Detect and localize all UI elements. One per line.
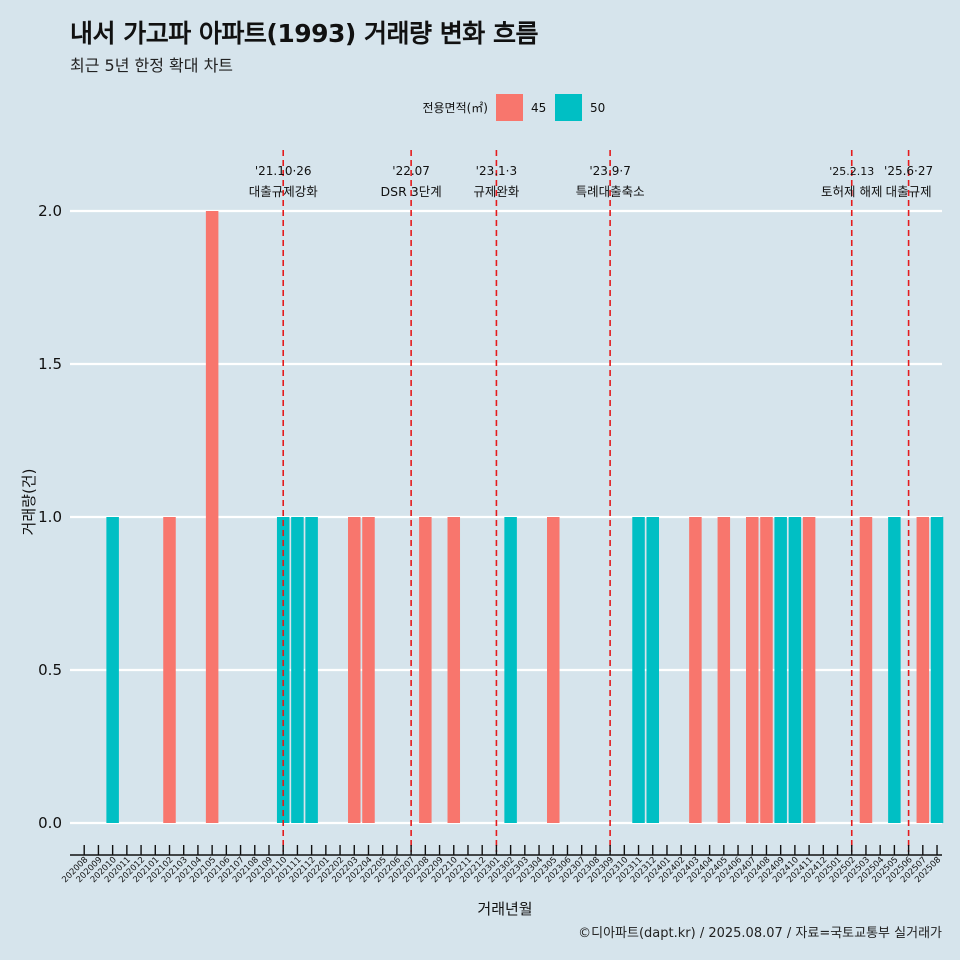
- bar-45-202102: [163, 517, 176, 823]
- y-tick-label: 0.0: [38, 814, 62, 832]
- event-date-label: '22.07: [392, 164, 430, 178]
- event-name-label: 대출규제강화: [249, 184, 319, 199]
- event-name-label: 규제완화: [473, 184, 520, 199]
- bar-45-202507: [916, 517, 930, 823]
- y-tick-label: 2.0: [38, 202, 62, 220]
- annotations: '21.10·26 대출규제강화 '22.07 DSR 3단계 '23.1·3 규제완화 '…: [249, 150, 933, 852]
- chart-subtitle: 최근 5년 한정 확대 차트: [70, 56, 234, 75]
- event-date-label: '25.6·27: [884, 164, 933, 178]
- y-tick-label: 0.5: [38, 661, 62, 679]
- event-date-label: '23.9·7: [589, 164, 630, 178]
- legend: 전용면적(㎡) 45 50: [422, 94, 605, 121]
- bar-45-202503: [859, 517, 873, 823]
- y-tick-label: 1.5: [38, 355, 62, 373]
- bar-50-202505: [888, 517, 901, 823]
- bar-45-202305: [547, 517, 560, 823]
- bars: [106, 211, 944, 823]
- bar-50-202112: [305, 517, 318, 823]
- bar-45-202405: [717, 517, 731, 823]
- caption: ©디아파트(dapt.kr) / 2025.08.07 / 자료=국토교통부 실…: [578, 926, 942, 941]
- bar-45-202208: [419, 517, 432, 823]
- y-tick-label: 1.0: [38, 508, 62, 526]
- bar-45-202403: [689, 517, 702, 823]
- bar-45-202210: [447, 517, 461, 823]
- event-date-label: '23.1·3: [476, 164, 517, 178]
- bar-50-202311: [632, 517, 645, 823]
- legend-label-50: 50: [590, 101, 605, 115]
- bar-50-202010: [106, 517, 119, 823]
- event-date-label: '21.10·26: [255, 164, 312, 178]
- bar-50-202410: [788, 517, 802, 823]
- y-axis: 0.0 0.5 1.0 1.5 2.0: [38, 202, 62, 832]
- event-name-label: DSR 3단계: [381, 184, 442, 199]
- bar-50-202508: [930, 517, 944, 823]
- bar-50-202312: [646, 517, 660, 823]
- bar-45-202204: [362, 517, 375, 823]
- event-name-label: 토허제 해제: [821, 184, 882, 199]
- bar-45-202105: [205, 211, 219, 823]
- bar-45-202203: [348, 517, 361, 823]
- event-date-label: '25.2.13: [829, 165, 874, 178]
- bar-50-202302: [504, 517, 517, 823]
- chart-title: 내서 가고파 아파트(1993) 거래량 변화 흐름: [70, 19, 538, 48]
- legend-label-45: 45: [531, 101, 546, 115]
- x-axis: 2020082020092020102020112020122021012021…: [60, 845, 943, 885]
- bar-45-202411: [802, 517, 816, 823]
- event-name-label: 대출규제: [886, 184, 932, 199]
- bar-45-202407: [745, 517, 759, 823]
- event-name-label: 특례대출축소: [576, 184, 645, 199]
- bar-45-202408: [760, 517, 773, 823]
- bar-50-202409: [774, 517, 787, 823]
- legend-title: 전용면적(㎡): [422, 101, 488, 115]
- x-axis-label: 거래년월: [477, 900, 532, 918]
- y-axis-label: 거래량(건): [20, 469, 38, 536]
- legend-swatch-45: [496, 94, 523, 121]
- legend-swatch-50: [555, 94, 582, 121]
- bar-50-202111: [291, 517, 304, 823]
